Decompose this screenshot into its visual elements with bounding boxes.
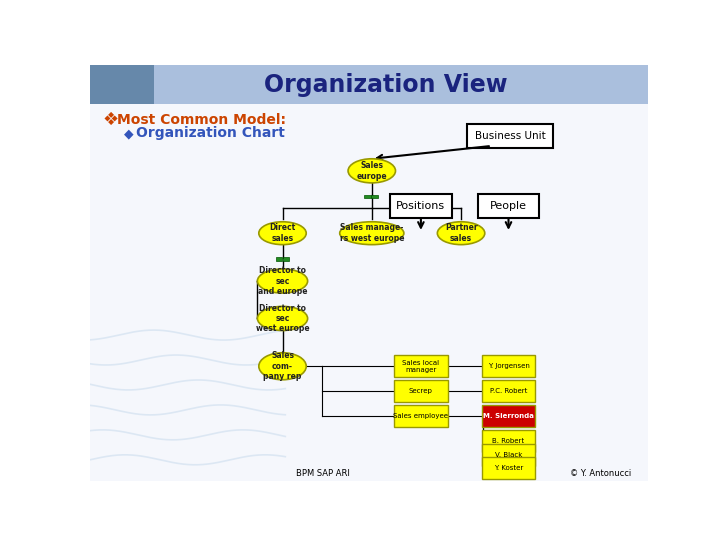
- Text: Organization View: Organization View: [264, 73, 508, 97]
- Text: Sales manage-
rs west europe: Sales manage- rs west europe: [340, 224, 404, 243]
- Text: Sales
europe: Sales europe: [356, 161, 387, 180]
- FancyBboxPatch shape: [90, 104, 648, 481]
- Text: BPM SAP ARI: BPM SAP ARI: [297, 469, 351, 477]
- FancyBboxPatch shape: [390, 194, 451, 218]
- FancyBboxPatch shape: [467, 124, 553, 148]
- FancyBboxPatch shape: [482, 380, 535, 402]
- FancyBboxPatch shape: [482, 430, 535, 452]
- Text: Director to
sec
and europe: Director to sec and europe: [258, 266, 307, 296]
- Text: Y. Koster: Y. Koster: [494, 465, 523, 471]
- Text: Positions: Positions: [396, 201, 446, 211]
- Ellipse shape: [258, 222, 306, 245]
- FancyBboxPatch shape: [90, 65, 154, 104]
- Ellipse shape: [258, 353, 306, 380]
- Ellipse shape: [258, 269, 307, 293]
- Text: P.C. Robert: P.C. Robert: [490, 388, 527, 394]
- Text: © Y. Antonucci: © Y. Antonucci: [570, 469, 631, 477]
- FancyBboxPatch shape: [482, 406, 535, 427]
- FancyBboxPatch shape: [394, 380, 448, 402]
- Text: Most Common Model:: Most Common Model:: [117, 113, 286, 127]
- FancyBboxPatch shape: [394, 355, 448, 377]
- FancyBboxPatch shape: [283, 258, 289, 261]
- Ellipse shape: [340, 222, 404, 245]
- Text: Sales employee: Sales employee: [393, 413, 449, 419]
- Text: Sales local
manager: Sales local manager: [402, 360, 439, 373]
- FancyBboxPatch shape: [394, 406, 448, 427]
- Ellipse shape: [437, 222, 485, 245]
- Text: Director to
sec
west europe: Director to sec west europe: [256, 303, 310, 333]
- FancyBboxPatch shape: [276, 258, 282, 261]
- Text: M. Sierronda: M. Sierronda: [483, 413, 534, 419]
- Text: Sales
com-
pany rep: Sales com- pany rep: [264, 352, 302, 381]
- Text: Organization Chart: Organization Chart: [136, 126, 284, 140]
- Ellipse shape: [348, 159, 395, 183]
- FancyBboxPatch shape: [482, 457, 535, 479]
- Text: B. Robert: B. Robert: [492, 438, 525, 444]
- Text: V. Black: V. Black: [495, 452, 522, 458]
- Text: Secrep: Secrep: [409, 388, 433, 394]
- FancyBboxPatch shape: [482, 444, 535, 465]
- Text: Direct
sales: Direct sales: [269, 224, 296, 243]
- FancyBboxPatch shape: [482, 355, 535, 377]
- Text: Y. Jorgensen: Y. Jorgensen: [487, 363, 529, 369]
- Text: Partner
sales: Partner sales: [445, 224, 477, 243]
- Ellipse shape: [258, 306, 307, 330]
- FancyBboxPatch shape: [90, 65, 648, 104]
- Text: ❖: ❖: [102, 111, 118, 129]
- Text: ◆: ◆: [124, 127, 133, 140]
- FancyBboxPatch shape: [364, 194, 371, 198]
- FancyBboxPatch shape: [478, 194, 539, 218]
- Text: Business Unit: Business Unit: [474, 131, 545, 141]
- FancyBboxPatch shape: [372, 194, 378, 198]
- Text: People: People: [490, 201, 527, 211]
